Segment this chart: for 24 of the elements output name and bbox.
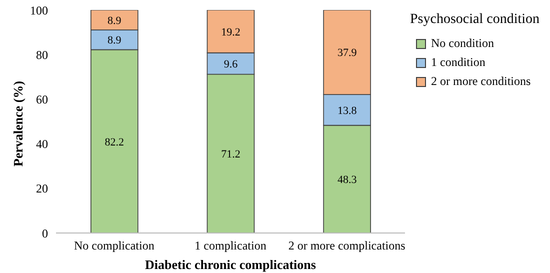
data-label: 19.2: [221, 26, 240, 38]
y-tick-label: 100: [30, 3, 48, 18]
legend-label: No condition: [431, 36, 494, 51]
y-tick-label: 40: [36, 137, 48, 152]
x-tick-label: 2 or more complications: [288, 238, 406, 253]
y-tick-label: 80: [36, 48, 48, 62]
data-label: 9.6: [224, 58, 238, 70]
data-label: 13.8: [337, 104, 358, 117]
data-label: 8.9: [108, 34, 122, 47]
x-axis-title: Diabetic chronic complications: [145, 257, 316, 272]
x-tick-label: No complication: [74, 238, 154, 253]
data-label: 48.3: [337, 174, 358, 186]
legend-title: Psychosocial condition: [410, 12, 540, 28]
y-tick-label: 0: [42, 226, 48, 240]
y-tick-label: 20: [36, 182, 48, 196]
legend-label: 2 or more conditions: [431, 74, 531, 89]
x-tick-label: 1 complication: [194, 238, 266, 253]
y-tick-label: 60: [36, 92, 48, 106]
data-label: 82.2: [104, 136, 124, 148]
legend-label: 1 condition: [431, 55, 486, 70]
data-label: 37.9: [337, 47, 358, 60]
data-label: 8.9: [108, 14, 122, 27]
data-label: 71.2: [221, 148, 240, 161]
y-axis-title: Pervalence (%): [10, 80, 26, 166]
